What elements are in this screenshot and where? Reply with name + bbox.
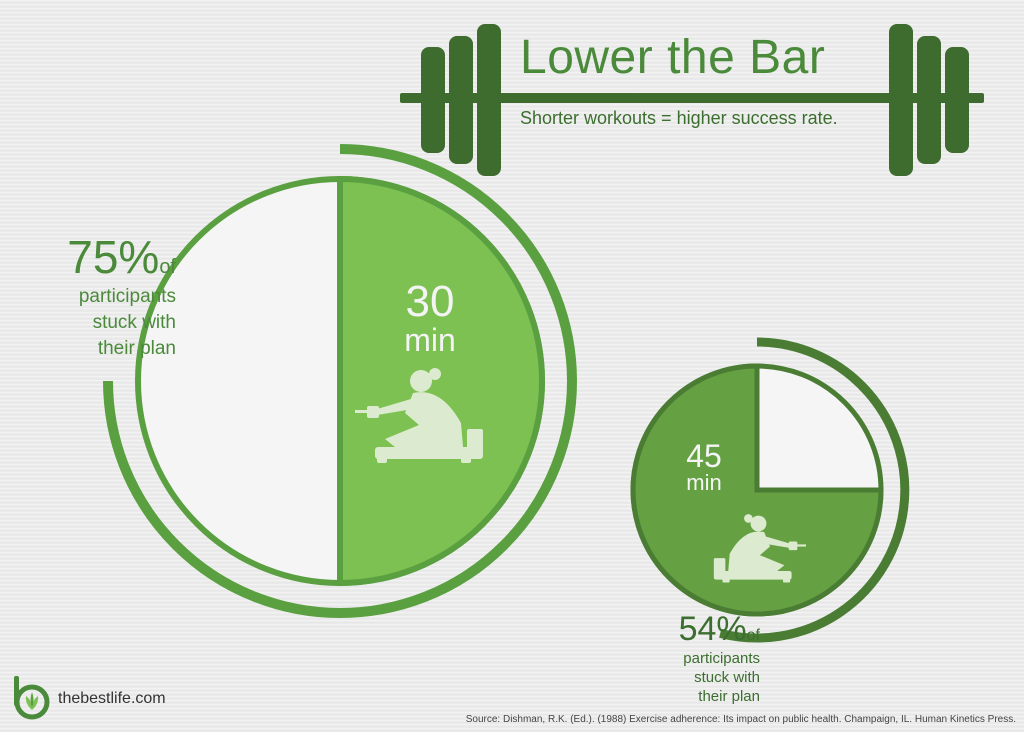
barbell-plate-left-3 — [477, 24, 501, 176]
pie-2-green-slice — [630, 363, 884, 617]
pie-1-percent-label: 75% — [67, 231, 160, 283]
pie-2-stat: 54%of participants stuck with their plan — [612, 610, 760, 706]
pie-2-progress-ring — [719, 337, 910, 643]
pie-chart-45min — [630, 337, 910, 643]
pie-1-progress-ring — [103, 144, 577, 618]
pie-1-desc-line-1: participants — [78, 286, 176, 307]
pie-2-percent-label: 54% — [678, 610, 747, 648]
pie-2-duration-value: 45 — [686, 438, 722, 474]
barbell-icon — [400, 24, 984, 176]
pie-1-green-slice — [337, 175, 545, 587]
pie-1-desc-line-2: stuck with — [92, 312, 176, 333]
pie-1-duration-value: 30 — [405, 277, 455, 326]
barbell-plate-right-2 — [917, 36, 941, 164]
barbell-bar — [400, 93, 984, 103]
brand-name: thebestlife.com — [58, 690, 166, 707]
pie-1-desc-line-3: their plan — [97, 338, 176, 359]
rowing-machine-icon — [355, 368, 483, 463]
barbell-plate-right-3 — [945, 47, 969, 153]
rowing-machine-icon-small — [713, 514, 806, 583]
pie-2-of-label: of — [746, 627, 760, 644]
pie-2-desc-line-1: participants — [683, 650, 760, 667]
barbell-plate-left-2 — [449, 36, 473, 164]
pie-chart-30min — [103, 144, 577, 618]
barbell-plate-right-1 — [889, 24, 913, 176]
pie-2-duration: 45 min — [664, 440, 744, 494]
pie-2-desc-line-3: their plan — [698, 688, 760, 705]
pie-2-duration-unit: min — [686, 470, 722, 495]
pie-1-of-label: of — [159, 256, 176, 278]
pie-2-desc-line-2: stuck with — [694, 669, 760, 686]
pie-1-duration-unit: min — [404, 322, 456, 358]
pie-1-duration: 30 min — [360, 277, 500, 358]
bestlife-logo-icon — [14, 676, 50, 720]
pie-1-stat: 75%of participants stuck with their plan — [36, 230, 176, 362]
chart-title: Lower the Bar — [520, 31, 826, 84]
chart-subtitle: Shorter workouts = higher success rate. — [520, 108, 838, 128]
source-citation: Source: Dishman, R.K. (Ed.). (1988) Exer… — [465, 714, 1016, 725]
barbell-plate-left-1 — [421, 47, 445, 153]
